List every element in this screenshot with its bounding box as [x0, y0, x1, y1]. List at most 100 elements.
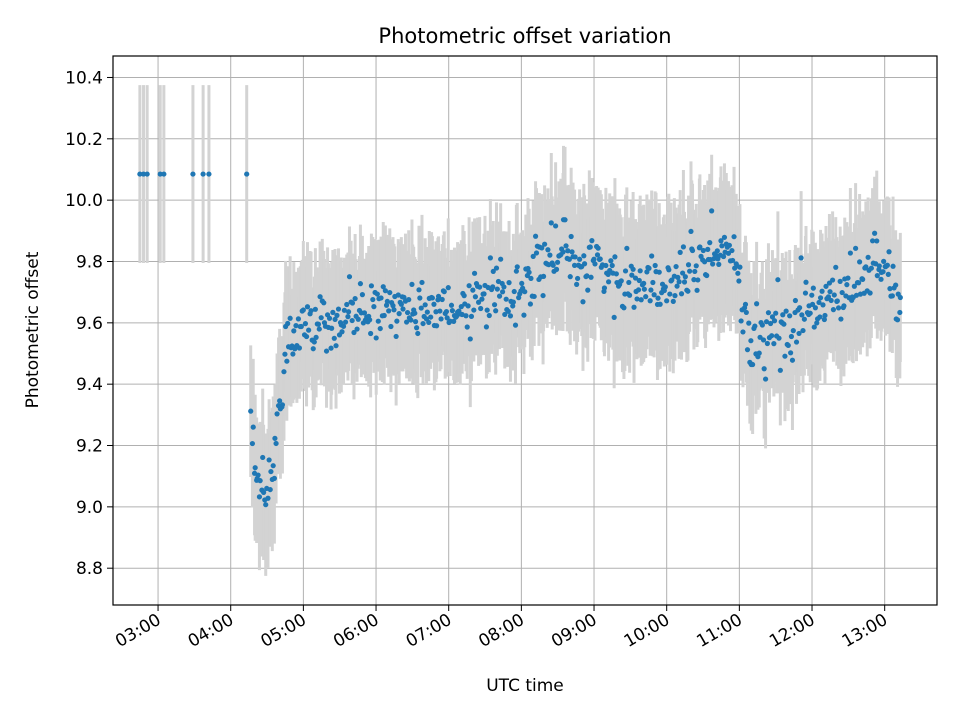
data-point: [580, 299, 586, 305]
data-point: [281, 369, 287, 375]
data-point: [498, 256, 504, 262]
data-point: [566, 256, 572, 262]
data-point: [597, 256, 603, 262]
data-point: [326, 315, 333, 321]
data-point: [773, 310, 779, 316]
data-point: [367, 317, 373, 323]
data-point: [787, 313, 793, 319]
data-point: [271, 475, 277, 481]
data-point: [790, 328, 796, 334]
data-point: [330, 309, 336, 315]
data-point: [493, 308, 499, 314]
data-point: [503, 296, 509, 302]
data-point: [415, 330, 421, 337]
data-point: [161, 171, 167, 177]
data-point: [255, 472, 261, 478]
y-tick-label: 9.8: [76, 252, 103, 272]
data-point: [799, 312, 805, 318]
data-point: [272, 435, 278, 441]
data-point: [648, 287, 654, 293]
data-point: [267, 486, 273, 493]
data-point: [800, 327, 806, 334]
data-point: [428, 314, 434, 320]
data-point: [872, 230, 878, 236]
data-point: [323, 348, 330, 354]
data-point: [729, 247, 735, 254]
data-point: [611, 314, 617, 320]
data-point: [776, 335, 782, 341]
data-point: [398, 301, 404, 307]
data-point: [368, 330, 374, 337]
data-point: [716, 261, 722, 267]
data-point: [261, 489, 267, 495]
data-point: [603, 262, 609, 269]
data-point: [742, 301, 749, 307]
data-point: [380, 284, 386, 290]
data-point: [571, 262, 578, 268]
data-point: [682, 274, 688, 280]
data-point: [595, 245, 601, 251]
data-point: [738, 318, 744, 324]
data-point: [759, 322, 765, 328]
data-point: [256, 494, 263, 500]
data-point: [823, 283, 829, 289]
data-point: [876, 263, 882, 269]
data-point: [838, 316, 844, 322]
data-point: [605, 271, 611, 278]
data-point: [657, 301, 663, 307]
data-point: [422, 302, 428, 308]
data-point: [505, 308, 511, 314]
data-point: [635, 287, 642, 293]
data-point: [771, 318, 778, 324]
data-point: [656, 269, 662, 275]
data-point: [468, 313, 475, 319]
data-point: [680, 244, 687, 250]
data-point: [494, 286, 500, 292]
data-point: [285, 320, 291, 327]
data-point: [581, 253, 587, 259]
data-point: [408, 317, 414, 323]
data-point: [354, 326, 360, 332]
data-point: [453, 313, 460, 320]
data-point: [868, 265, 874, 271]
data-point: [629, 272, 635, 278]
data-point: [463, 313, 469, 319]
data-point: [321, 300, 327, 306]
data-point: [568, 233, 574, 240]
data-point: [886, 249, 892, 255]
data-point: [418, 305, 424, 311]
data-point: [756, 350, 762, 356]
data-point: [329, 325, 335, 331]
data-point: [514, 264, 520, 270]
data-point: [863, 264, 869, 270]
data-point: [144, 171, 150, 177]
data-point: [268, 468, 274, 475]
data-point: [386, 308, 392, 314]
data-point: [707, 240, 713, 246]
data-point: [731, 234, 737, 240]
plot-frame: [112, 55, 938, 606]
data-point: [444, 315, 450, 321]
data-point: [647, 298, 653, 304]
data-point: [754, 301, 760, 307]
data-point: [257, 478, 263, 484]
data-point: [266, 457, 272, 463]
data-point: [553, 223, 559, 229]
data-point: [688, 228, 694, 235]
data-point: [373, 335, 379, 341]
data-point: [801, 316, 807, 322]
data-point: [894, 317, 901, 323]
data-point: [395, 292, 401, 298]
data-point: [355, 316, 361, 322]
data-point: [847, 250, 853, 256]
data-point: [512, 322, 519, 328]
data-point: [812, 305, 818, 311]
data-point: [361, 310, 368, 316]
data-point: [652, 262, 658, 269]
data-point: [676, 279, 682, 285]
data-point: [828, 297, 834, 304]
data-point: [487, 255, 493, 261]
data-point: [587, 244, 593, 250]
data-point: [634, 296, 640, 302]
